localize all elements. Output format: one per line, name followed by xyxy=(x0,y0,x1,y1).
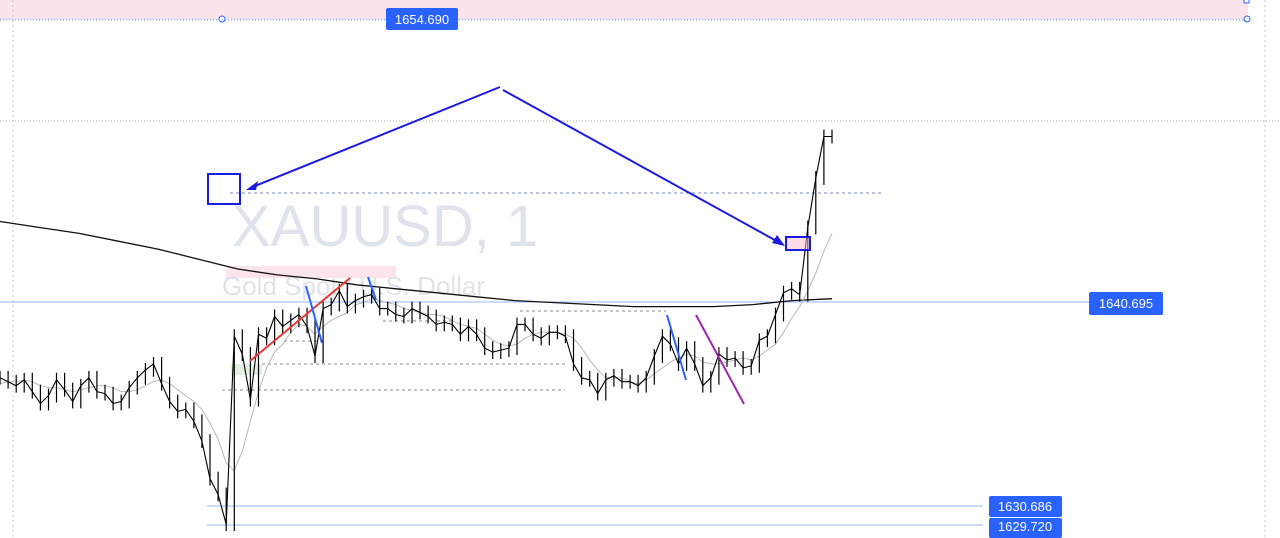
watermark-symbol: XAUUSD, 1 xyxy=(232,194,538,259)
price-series xyxy=(0,129,833,532)
watermark-description: Gold Spot / U.S. Dollar xyxy=(222,271,485,301)
arrow-head-right xyxy=(772,235,785,246)
trend-line-purple[interactable] xyxy=(695,314,745,405)
green-zone[interactable] xyxy=(231,364,262,375)
arrow-line-left[interactable] xyxy=(249,86,501,189)
short-ma-line xyxy=(0,233,833,472)
highlight-box-left[interactable] xyxy=(207,173,241,205)
short-moving-average xyxy=(0,233,833,472)
zone-handle-top-right[interactable] xyxy=(1243,0,1250,4)
trend-line-red[interactable] xyxy=(249,277,351,362)
price-label-1654[interactable]: 1654.690 xyxy=(386,8,458,30)
price-label-1640-bg xyxy=(1089,292,1163,315)
trend-line-blue-2[interactable] xyxy=(367,276,377,301)
price-label-1630-bg xyxy=(989,496,1062,517)
price-label-1630-text: 1630.686 xyxy=(998,499,1052,514)
price-label-1630[interactable]: 1630.686 xyxy=(989,496,1062,517)
price-label-1629-text: 1629.720 xyxy=(998,519,1052,534)
price-label-1654-text: 1654.690 xyxy=(395,12,449,27)
price-label-1640-text: 1640.695 xyxy=(1099,296,1153,311)
watermark-pink-zone[interactable] xyxy=(226,266,396,278)
arrow-head-left xyxy=(246,181,258,190)
zone-handle-right[interactable] xyxy=(1243,15,1251,23)
price-label-1629-bg xyxy=(989,518,1062,538)
zone-handle-left[interactable] xyxy=(218,15,226,23)
top-pink-zone[interactable] xyxy=(0,0,1248,19)
trend-line-blue-3[interactable] xyxy=(666,314,687,381)
trend-line-blue-1[interactable] xyxy=(305,285,323,344)
highlight-box-right[interactable] xyxy=(785,236,811,251)
price-label-1654-bg xyxy=(386,8,458,30)
price-label-1629[interactable]: 1629.720 xyxy=(989,518,1062,538)
long-ma-line xyxy=(0,220,833,308)
long-moving-average xyxy=(0,220,833,308)
price-label-1640[interactable]: 1640.695 xyxy=(1089,292,1163,315)
arrow-line-right[interactable] xyxy=(502,89,783,245)
price-line xyxy=(0,135,832,525)
